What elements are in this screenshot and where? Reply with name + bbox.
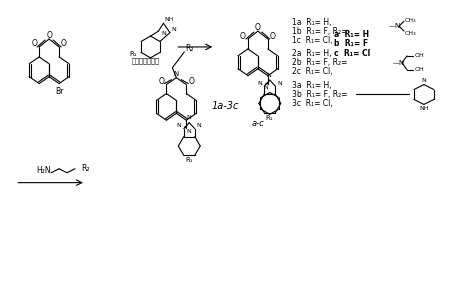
Text: c  R₁= Cl: c R₁= Cl: [335, 49, 371, 58]
Text: O: O: [46, 31, 52, 40]
Text: R₁: R₁: [185, 157, 192, 163]
Text: OH: OH: [415, 67, 425, 72]
Text: O: O: [270, 31, 276, 40]
Text: 3c  R₁= Cl,: 3c R₁= Cl,: [292, 99, 332, 108]
Text: O: O: [31, 40, 37, 49]
Text: 1c  R₁= Cl,: 1c R₁= Cl,: [292, 36, 332, 45]
Text: Br: Br: [55, 87, 63, 96]
Text: CH₃: CH₃: [405, 31, 417, 36]
Text: N: N: [176, 123, 181, 128]
Text: R₁: R₁: [129, 52, 137, 57]
Text: 碘化铜，碳酸钾: 碘化铜，碳酸钾: [132, 58, 160, 64]
Text: O: O: [158, 77, 164, 86]
Text: N: N: [421, 78, 426, 83]
Text: O: O: [188, 77, 194, 86]
Text: a  R₁= H: a R₁= H: [335, 30, 370, 39]
Text: 3a  R₁= H,: 3a R₁= H,: [292, 81, 331, 90]
Text: O: O: [61, 40, 67, 49]
Text: 1a-3c: 1a-3c: [211, 101, 239, 111]
Text: —N: —N: [393, 60, 405, 66]
Text: N: N: [172, 27, 176, 32]
Text: —: —: [401, 91, 408, 97]
Text: N: N: [186, 129, 191, 134]
Text: N: N: [277, 81, 282, 86]
Text: N: N: [161, 31, 166, 36]
Text: N: N: [174, 71, 179, 77]
Text: H: H: [168, 17, 173, 22]
Text: R₂: R₂: [185, 45, 193, 54]
Text: O: O: [255, 23, 261, 32]
Text: H₂N: H₂N: [36, 166, 51, 175]
Text: 2c  R₁= Cl,: 2c R₁= Cl,: [292, 67, 332, 76]
Text: —N: —N: [389, 23, 401, 29]
Text: 1a  R₁= H,: 1a R₁= H,: [292, 18, 331, 27]
Text: b  R₁= F: b R₁= F: [335, 40, 369, 49]
Text: N: N: [257, 81, 262, 86]
Text: 1b  R₁= F, R₂=: 1b R₁= F, R₂=: [292, 26, 347, 36]
Text: a-c: a-c: [252, 119, 264, 128]
Text: CH₃: CH₃: [405, 18, 417, 23]
Text: N: N: [266, 73, 271, 78]
Text: R₁: R₁: [265, 115, 273, 121]
Text: NH: NH: [419, 106, 428, 111]
Text: 2a  R₁= H,: 2a R₁= H,: [292, 49, 331, 58]
Text: N: N: [264, 85, 268, 90]
Text: R₂: R₂: [81, 164, 90, 173]
Text: OH: OH: [415, 53, 425, 58]
Text: 2b  R₁= F, R₂=: 2b R₁= F, R₂=: [292, 58, 347, 67]
Text: N: N: [186, 115, 191, 120]
Text: 3b  R₁= F, R₂=: 3b R₁= F, R₂=: [292, 90, 347, 99]
Text: N: N: [196, 123, 201, 128]
Text: N: N: [164, 17, 169, 22]
Text: O: O: [240, 31, 246, 40]
